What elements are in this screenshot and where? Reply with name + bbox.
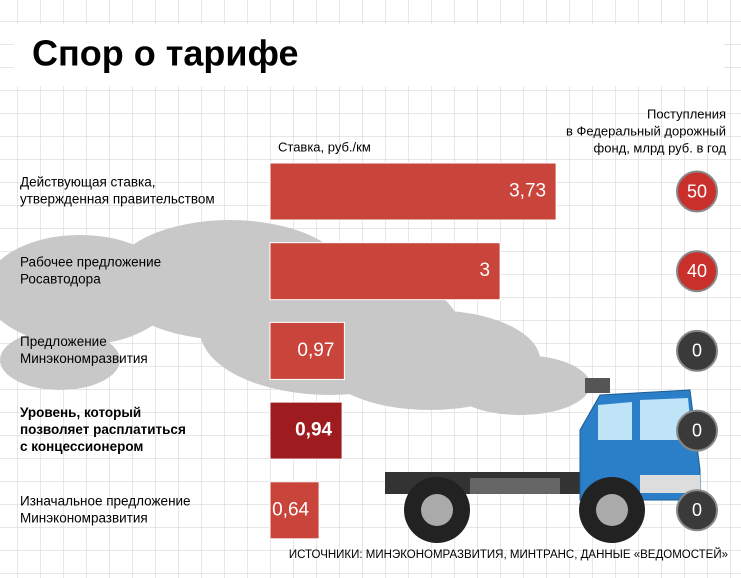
value-label: 0,64 xyxy=(272,499,309,520)
revenue-circle xyxy=(676,170,718,213)
revenue-label: в Федеральный дорожный xyxy=(566,123,726,138)
bar xyxy=(269,162,557,221)
value-label: 3,73 xyxy=(509,181,546,202)
revenue-circle xyxy=(676,409,718,452)
bar xyxy=(269,321,345,380)
bar xyxy=(269,481,320,540)
revenue-label: фонд, млрд руб. в год xyxy=(594,140,727,155)
revenue-circle xyxy=(676,329,718,372)
category-label: Минэкономразвития xyxy=(20,510,148,525)
value-label: 0,97 xyxy=(297,340,334,361)
chart-title: Спор о тарифе xyxy=(32,33,299,74)
revenue-label-value: 50 xyxy=(687,181,707,201)
revenue-label: Поступления xyxy=(647,106,726,121)
value-label: 3 xyxy=(480,260,491,281)
category-label: Росавтодора xyxy=(20,271,101,286)
category-label: Изначальное предложение xyxy=(20,493,191,508)
category-label: Уровень, который xyxy=(20,405,141,420)
revenue-label-value: 40 xyxy=(687,261,707,281)
revenue-label-value: 0 xyxy=(692,341,702,361)
value-label: 0,94 xyxy=(295,420,332,441)
category-label: с концессионером xyxy=(20,439,143,454)
source: ИСТОЧНИКИ: МИНЭКОНОМРАЗВИТИЯ, МИНТРАНС, … xyxy=(289,548,728,561)
bar xyxy=(269,242,501,301)
revenue-label-value: 0 xyxy=(692,500,702,520)
category-label: Действующая ставка, xyxy=(20,175,155,190)
category-label: утвержденная правительством xyxy=(20,192,215,207)
category-label: Рабочее предложение xyxy=(20,254,161,269)
bar xyxy=(269,401,343,460)
revenue-circle xyxy=(676,250,718,293)
axis-label: Ставка, руб./км xyxy=(278,139,371,154)
category-label: Минэкономразвития xyxy=(20,351,148,366)
category-label: Предложение xyxy=(20,334,107,349)
category-label: позволяет расплатиться xyxy=(20,422,186,437)
truck xyxy=(385,378,701,543)
title-box xyxy=(14,24,724,86)
revenue-circle xyxy=(676,489,718,532)
revenue-label-value: 0 xyxy=(692,420,702,440)
